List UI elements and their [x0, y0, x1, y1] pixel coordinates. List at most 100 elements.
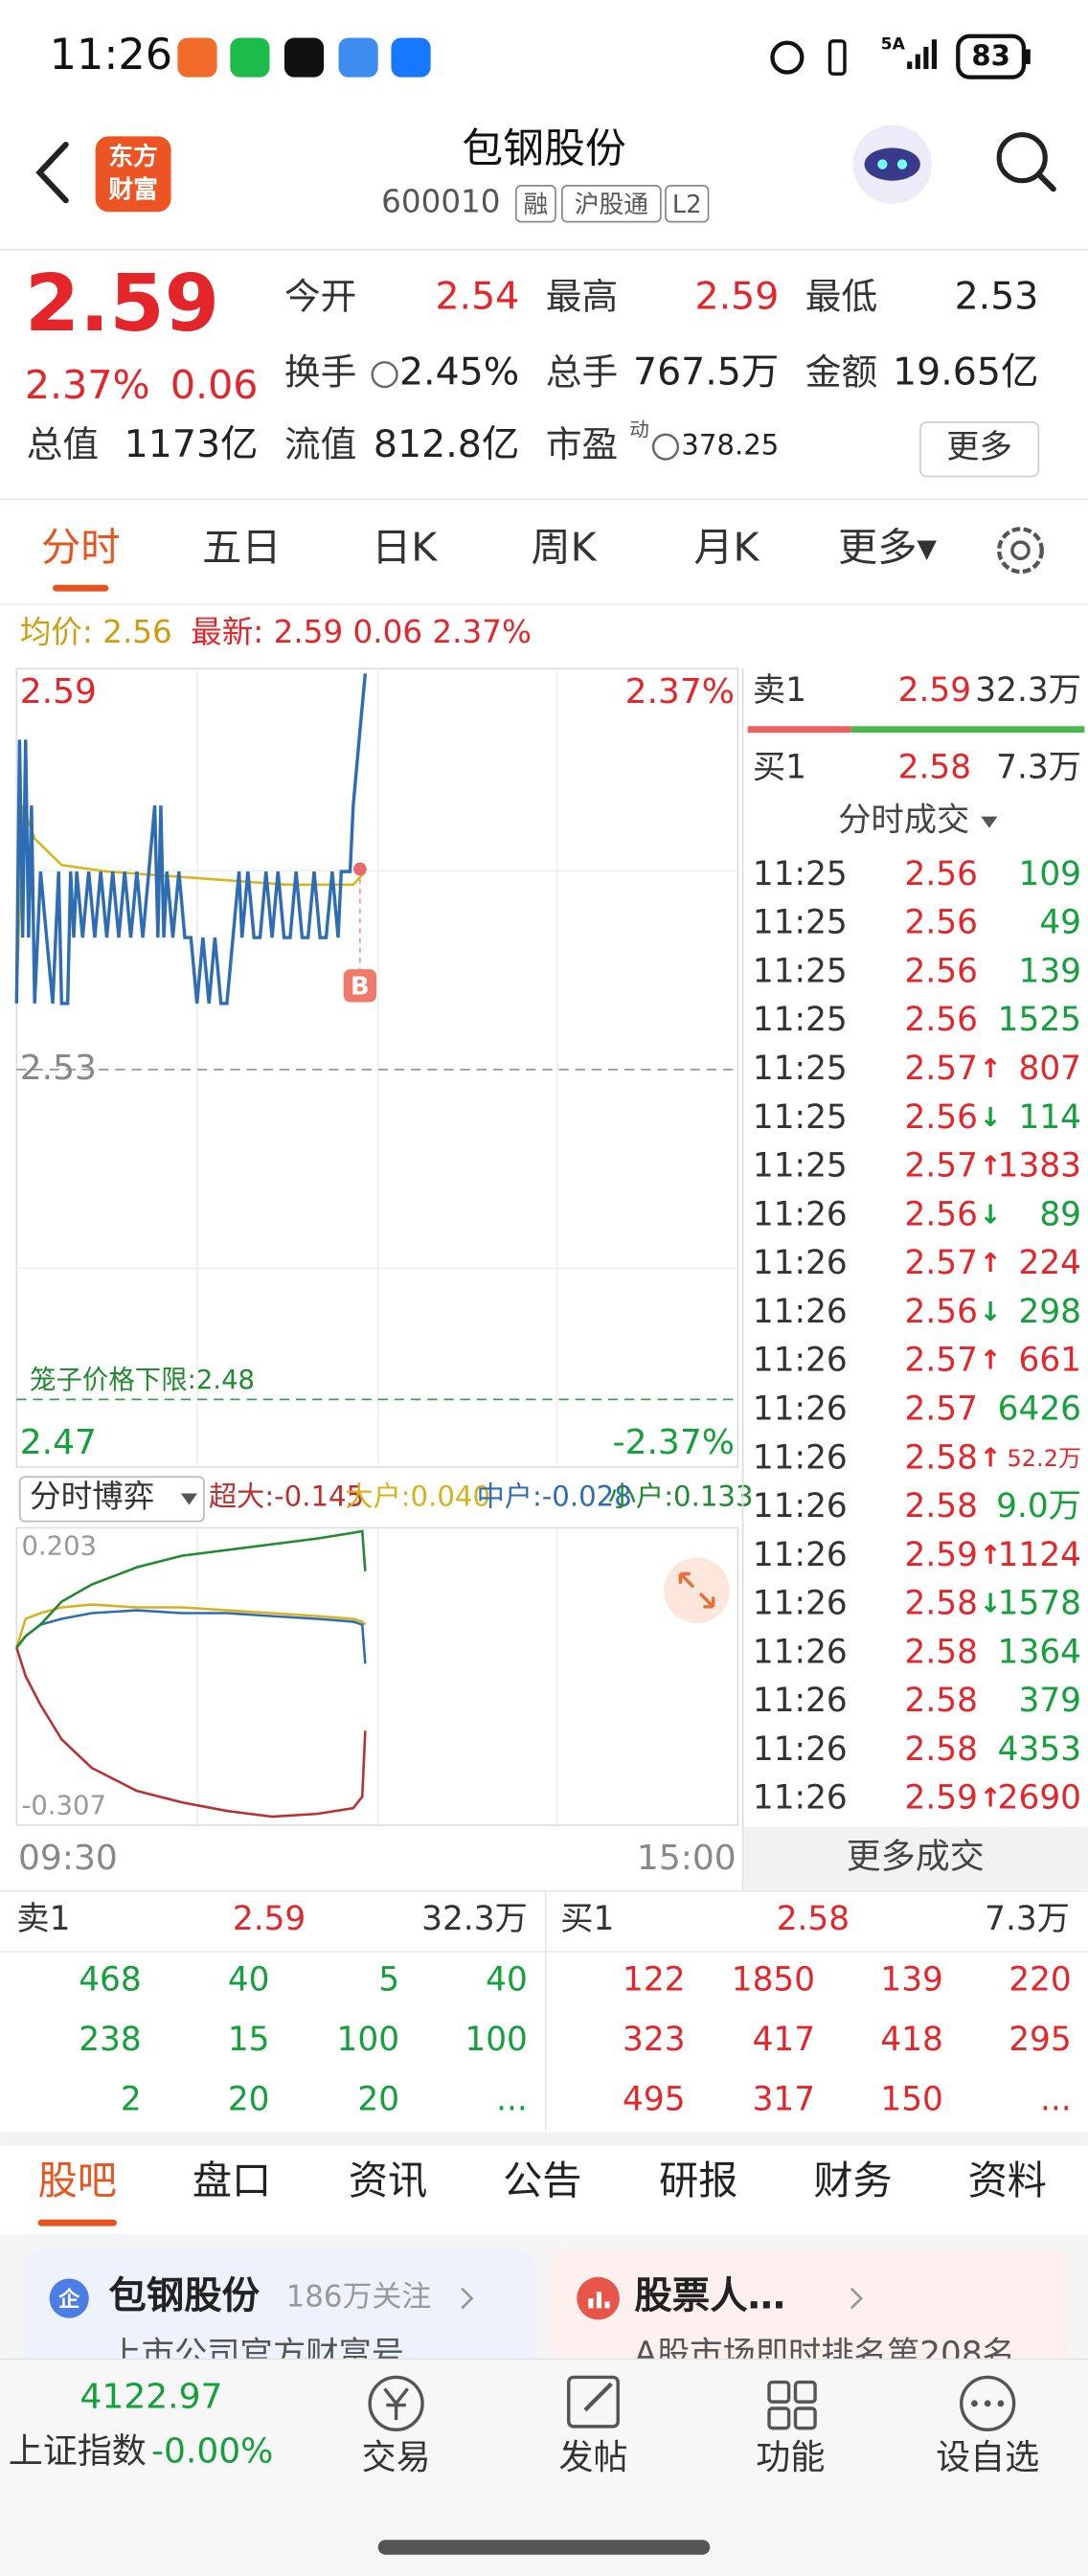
card[interactable]: [24, 2250, 534, 2383]
app-icon: [283, 37, 325, 78]
news-tab[interactable]: 资讯: [349, 2158, 427, 2203]
trade-time: 11:26: [753, 1682, 848, 1720]
news-tab[interactable]: 资料: [968, 2158, 1047, 2203]
search-icon[interactable]: [996, 132, 1048, 184]
watchlist-icon-dot: [971, 2400, 978, 2407]
signal-bar: [931, 39, 938, 70]
trade-arrow: ↓: [980, 1590, 1002, 1619]
trade-time: 11:26: [753, 1633, 848, 1671]
card[interactable]: [550, 2250, 1069, 2383]
trade-price: 2.56: [905, 1098, 978, 1137]
battery-tip: [1025, 49, 1031, 64]
selector[interactable]: [18, 1476, 205, 1523]
trade-arrow: ↓: [980, 1103, 1002, 1133]
stat-label: 总手: [546, 351, 618, 394]
trade-icon-yen: [383, 2387, 409, 2421]
index-change[interactable]: -0.00%: [151, 2431, 273, 2471]
post-icon-pen: [583, 2382, 613, 2412]
book-price: 2.58: [777, 1900, 850, 1938]
index-name[interactable]: 上证指数: [9, 2431, 147, 2471]
chart-tab[interactable]: 日K: [372, 525, 438, 571]
y-tick-label: 2.47: [20, 1423, 97, 1462]
book-cell: 418: [880, 2021, 942, 2059]
back-button[interactable]: [35, 141, 69, 204]
nav-button[interactable]: 交易: [362, 2438, 431, 2477]
logo: [95, 136, 171, 213]
trade-volume: 224: [1019, 1244, 1081, 1282]
trade-arrow: ↑: [980, 1152, 1002, 1182]
chart-tab[interactable]: 分时: [41, 525, 120, 571]
book-cell: 468: [79, 1960, 141, 1999]
chart-tab[interactable]: 周K: [532, 525, 598, 571]
nav-button[interactable]: 设自选: [936, 2438, 1039, 2477]
trades-title[interactable]: 分时成交: [838, 801, 969, 839]
news-tab[interactable]: 财务: [813, 2158, 892, 2203]
cage-label: 笼子价格下限:2.48: [30, 1366, 255, 1395]
card-icon-bar: [588, 2298, 594, 2309]
trade-time: 11:25: [753, 952, 848, 990]
news-tab[interactable]: 研报: [659, 2158, 737, 2203]
stat-value: 2.59: [695, 275, 780, 319]
trade-arrow: ↓: [980, 1298, 1002, 1327]
last-price: 2.59: [25, 259, 219, 350]
trade-time: 11:25: [753, 855, 848, 893]
function-icon-cell: [767, 2380, 791, 2404]
badge: [514, 185, 556, 223]
chart-tab[interactable]: 五日: [202, 525, 281, 571]
avatar-eye: [877, 159, 888, 169]
latest-price-legend: 最新: 2.59 0.06 2.37%: [191, 614, 532, 650]
more-trades-button[interactable]: [744, 1826, 1088, 1889]
trade-time: 11:26: [753, 1293, 848, 1331]
info-icon: [651, 433, 680, 461]
card-title: 包钢股份: [108, 2274, 260, 2318]
index-value[interactable]: 4122.97: [80, 2378, 223, 2417]
card-meta: 186万关注: [286, 2280, 432, 2315]
expand-icon: [678, 1571, 715, 1609]
trade-volume: 89: [1039, 1195, 1081, 1233]
app-icon: [338, 37, 378, 78]
stock-code: 600010: [381, 184, 500, 220]
flow-line: [15, 1647, 367, 1819]
nav-button[interactable]: 功能: [756, 2438, 825, 2477]
trade-time: 11:26: [753, 1487, 848, 1525]
more-button[interactable]: [919, 421, 1040, 478]
news-tab[interactable]: 公告: [503, 2158, 581, 2203]
selector-text[interactable]: 分时博弈: [30, 1479, 154, 1515]
battery: [956, 34, 1027, 79]
book-cell: 150: [880, 2081, 942, 2119]
network-label: 5A: [881, 34, 906, 54]
section-gap: [0, 2132, 1088, 2146]
book-cell: 2: [121, 2081, 142, 2119]
battery-level: 83: [971, 39, 1010, 72]
trade-arrow: ↑: [980, 1784, 1002, 1814]
alarm-icon: [770, 40, 805, 75]
avg-price-legend: 均价: 2.56: [20, 614, 172, 650]
nav-button[interactable]: 发帖: [558, 2438, 627, 2477]
legend-entry: 大户:0.040: [345, 1480, 490, 1513]
legend-entry: 小户:0.133: [608, 1480, 754, 1513]
trade-volume: 1525: [998, 1001, 1081, 1039]
book-cell: ...: [496, 2081, 528, 2119]
more-trades-text[interactable]: 更多成交: [847, 1837, 985, 1876]
trade-volume: 2690: [998, 1779, 1081, 1818]
ask-price: 2.59: [898, 671, 971, 710]
trade-time: 11:25: [753, 1050, 848, 1088]
card-icon-bar: [596, 2292, 602, 2309]
trade-volume: 1364: [998, 1633, 1081, 1671]
news-tab[interactable]: 盘口: [193, 2158, 271, 2203]
more-button-text[interactable]: 更多: [946, 428, 1012, 466]
legend-entry: 中户:-0.028: [477, 1480, 632, 1513]
settings-icon[interactable]: [997, 527, 1044, 575]
logo-text: 财富: [108, 175, 157, 205]
trade-volume: 109: [1019, 855, 1081, 893]
trade-time: 11:26: [753, 1779, 848, 1818]
news-tab[interactable]: 股吧: [38, 2158, 117, 2203]
expand-button[interactable]: [664, 1557, 730, 1623]
trade-arrow: ↑: [980, 1443, 1002, 1473]
stat-value: 378.25: [681, 429, 779, 462]
stat-value: 812.8亿: [374, 422, 519, 466]
chart-tab[interactable]: 更多▾: [838, 525, 937, 571]
chart-tab[interactable]: 月K: [693, 525, 759, 571]
trade-price: 2.58: [905, 1730, 978, 1769]
